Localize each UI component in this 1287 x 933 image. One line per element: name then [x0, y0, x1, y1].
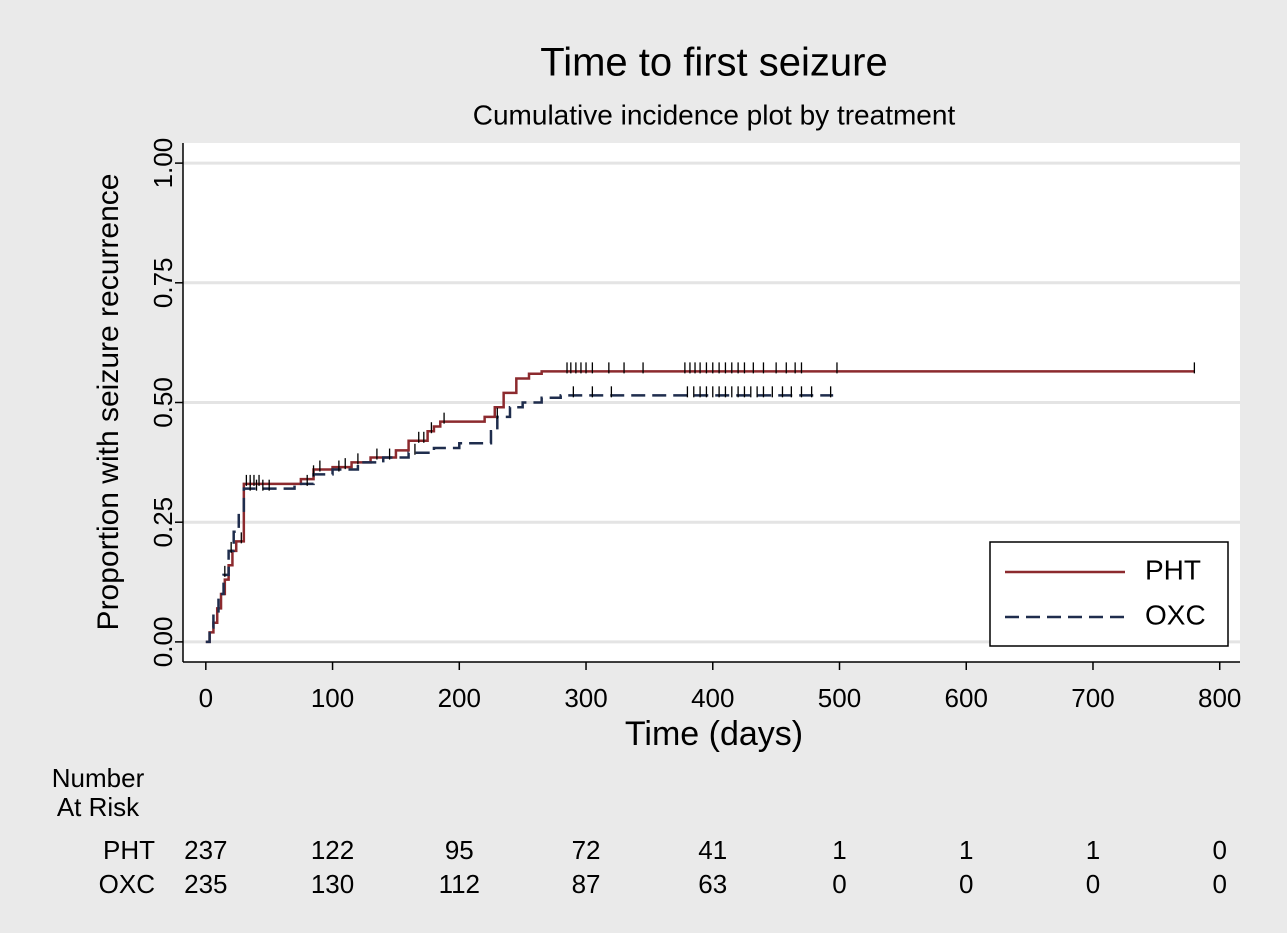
legend-label: PHT: [1145, 554, 1201, 585]
y-tick-label: 0.50: [148, 377, 178, 428]
risk-count: 130: [311, 869, 354, 899]
risk-count: 0: [1212, 835, 1226, 865]
y-tick-label: 1.00: [148, 138, 178, 189]
x-tick-label: 500: [818, 683, 861, 713]
risk-row-name: PHT: [103, 835, 155, 865]
risk-count: 95: [445, 835, 474, 865]
x-axis-label: Time (days): [625, 715, 803, 753]
legend-label: OXC: [1145, 599, 1206, 630]
x-tick-label: 600: [945, 683, 988, 713]
risk-count: 41: [698, 835, 727, 865]
x-tick-label: 400: [691, 683, 734, 713]
risk-count: 235: [184, 869, 227, 899]
risk-table-title: At Risk: [57, 792, 140, 822]
risk-count: 0: [1086, 869, 1100, 899]
x-tick-label: 300: [564, 683, 607, 713]
y-tick-label: 0.75: [148, 257, 178, 308]
risk-count: 0: [832, 869, 846, 899]
y-tick-label: 0.00: [148, 617, 178, 668]
risk-count: 87: [572, 869, 601, 899]
risk-table-title: Number: [52, 763, 145, 793]
x-tick-label: 0: [199, 683, 213, 713]
x-tick-label: 700: [1071, 683, 1114, 713]
risk-count: 112: [439, 869, 480, 899]
risk-count: 72: [572, 835, 601, 865]
risk-count: 122: [311, 835, 354, 865]
legend-box: [989, 541, 1229, 647]
x-tick-label: 800: [1198, 683, 1241, 713]
x-tick-label: 200: [438, 683, 481, 713]
x-tick-label: 100: [311, 683, 354, 713]
risk-count: 63: [698, 869, 727, 899]
risk-count: 0: [1212, 869, 1226, 899]
risk-count: 1: [1086, 835, 1100, 865]
risk-row-name: OXC: [99, 869, 155, 899]
y-axis-label: Proportion with seizure recurrence: [92, 174, 125, 631]
risk-count: 237: [184, 835, 227, 865]
risk-count: 1: [959, 835, 973, 865]
step-line: [205, 394, 834, 644]
chart-title: Time to first seizure: [540, 41, 887, 85]
risk-count: 0: [959, 869, 973, 899]
y-tick-label: 0.25: [148, 497, 178, 548]
chart-subtitle: Cumulative incidence plot by treatment: [473, 99, 956, 130]
risk-count: 1: [832, 835, 846, 865]
